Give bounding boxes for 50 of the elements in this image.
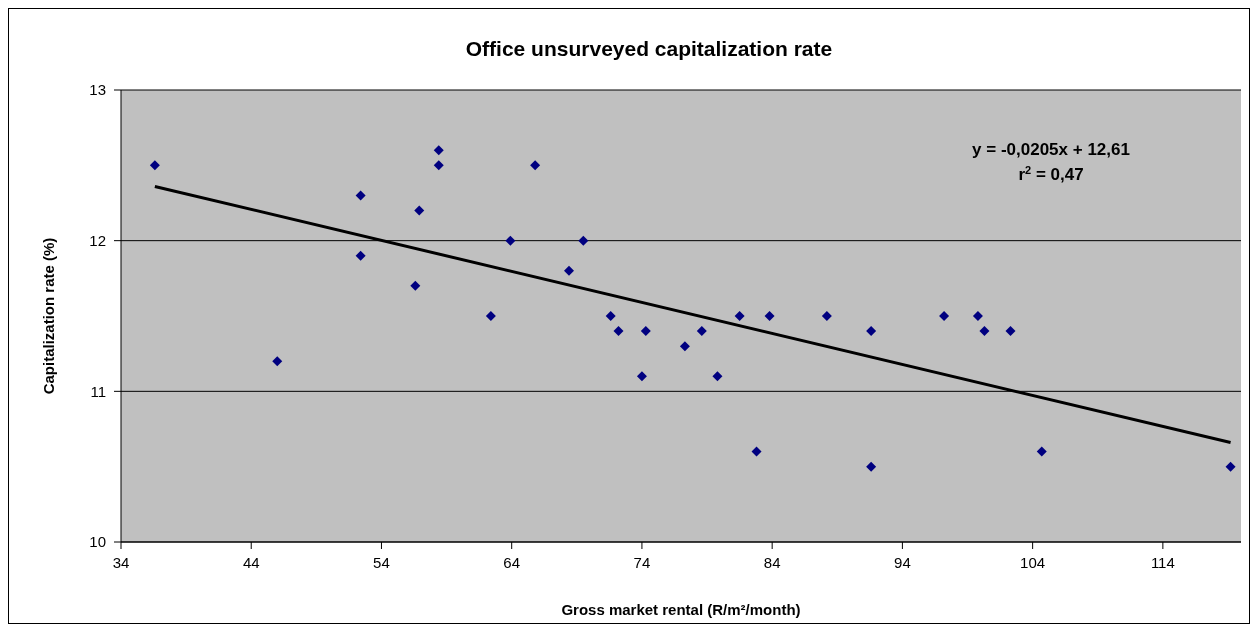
point xyxy=(505,235,516,246)
point xyxy=(866,461,877,472)
x-tick-label: 94 xyxy=(894,553,911,571)
point xyxy=(866,326,877,337)
x-tick-label: 54 xyxy=(373,553,390,571)
y-tick-label: 13 xyxy=(89,81,106,99)
point xyxy=(355,250,366,261)
x-tick-label: 84 xyxy=(763,553,781,571)
point xyxy=(679,341,690,352)
y-tick-label: 12 xyxy=(89,231,106,249)
y-tick-label: 11 xyxy=(90,382,106,400)
point xyxy=(712,371,723,382)
point xyxy=(530,160,541,171)
point xyxy=(414,205,425,216)
point xyxy=(972,311,983,321)
point xyxy=(696,326,707,337)
x-tick-label: 34 xyxy=(112,553,130,571)
point xyxy=(355,190,366,201)
point xyxy=(149,160,160,171)
point xyxy=(821,311,832,321)
annotation: r$^{2}$ = 0,47 xyxy=(1018,164,1084,184)
point xyxy=(485,311,496,321)
y-axis-title: Capitalization rate (%) xyxy=(40,237,58,395)
x-tick-label: 114 xyxy=(1150,553,1175,571)
chart-title: Office unsurveyed capitalization rate xyxy=(465,37,833,60)
x-axis-title: Gross market rental (R/m²/month) xyxy=(561,601,801,618)
point xyxy=(764,311,775,321)
point xyxy=(751,446,762,457)
point xyxy=(613,326,624,337)
x-tick-label: 104 xyxy=(1020,553,1046,571)
x-tick-label: 74 xyxy=(633,553,651,571)
point xyxy=(734,311,745,321)
x-tick-label: 44 xyxy=(242,553,260,571)
point xyxy=(636,371,647,382)
point xyxy=(939,311,950,321)
point xyxy=(410,280,421,291)
x-tick-label: 64 xyxy=(503,553,521,571)
y-tick-label: 10 xyxy=(89,533,106,551)
point xyxy=(605,311,616,321)
point xyxy=(979,326,990,337)
point xyxy=(1225,461,1236,472)
point xyxy=(564,265,574,276)
point xyxy=(1005,326,1016,337)
annotation: y = -0,0205x + 12,61 xyxy=(972,140,1130,159)
point xyxy=(640,326,651,337)
point xyxy=(433,145,444,156)
point xyxy=(433,160,444,171)
point xyxy=(272,356,283,367)
point xyxy=(1036,446,1047,457)
point xyxy=(578,235,589,246)
